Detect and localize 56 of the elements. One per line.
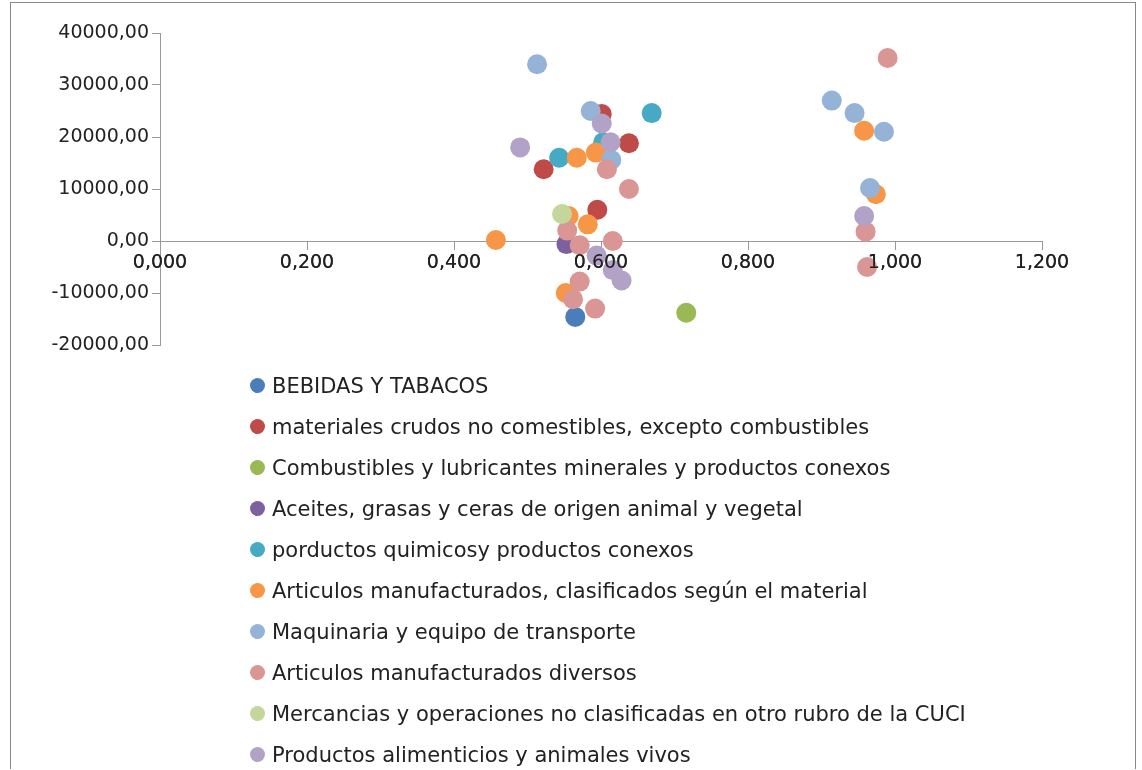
point (485, 229, 506, 250)
y-tick-label: 30000,00 (58, 71, 149, 94)
point (641, 103, 662, 124)
point (527, 54, 548, 75)
x-tick-label: 0,000 (132, 250, 188, 273)
legend-label: Articulos manufacturados diversos (272, 660, 637, 685)
point (821, 90, 842, 111)
point (533, 159, 554, 180)
point (618, 179, 639, 199)
point (552, 203, 573, 224)
y-tick-label: 10000,00 (58, 175, 149, 198)
point (565, 306, 586, 327)
point (557, 220, 578, 241)
point (569, 271, 590, 292)
x-tick-label: 1,200 (1014, 250, 1070, 273)
point (602, 231, 623, 251)
y-tick-label: 20000,00 (58, 123, 149, 146)
point (676, 302, 697, 323)
x-tick-label: 0,600 (573, 250, 629, 273)
legend-label: Aceites, grasas y ceras de origen animal y vegetal (272, 496, 803, 521)
y-tick-label: 40000,00 (58, 19, 149, 42)
y-tick-label: -10000,00 (51, 279, 149, 302)
legend-label: porductos quimicosy productos conexos (272, 537, 694, 562)
point (549, 147, 570, 168)
x-tick-label: 0,400 (426, 250, 482, 273)
point (854, 120, 875, 141)
legend-label: BEBIDAS Y TABACOS (272, 373, 489, 398)
legend-label: materiales crudos no comestibles, excepto combustibles (272, 414, 870, 439)
point (510, 137, 531, 158)
point (877, 47, 898, 68)
x-tick-label: 0,800 (720, 250, 776, 273)
x-tick-label: 0,200 (279, 250, 335, 273)
point (585, 298, 606, 319)
y-tick-label: 0,00 (106, 227, 149, 250)
y-tick-label: -20000,00 (51, 331, 149, 354)
legend-label: Maquinaria y equipo de transporte (272, 619, 636, 644)
x-tick-label: 1,000 (867, 250, 923, 273)
point (587, 199, 608, 220)
point (591, 113, 612, 134)
point (860, 177, 881, 198)
point (844, 103, 865, 124)
legend-label: Articulos manufacturados, clasificados según el material (272, 578, 868, 603)
legend-label: Combustibles y lubricantes minerales y productos conexos (272, 455, 891, 480)
point (611, 270, 632, 291)
point (873, 121, 894, 142)
legend-label: Productos alimenticios y animales vivos (272, 742, 691, 767)
point (596, 159, 617, 180)
legend-label: Mercancias y operaciones no clasificadas en otro rubro de la CUCI (272, 701, 966, 726)
point (566, 147, 587, 168)
point (618, 133, 639, 154)
point (600, 132, 621, 153)
point (854, 206, 875, 227)
point (577, 214, 598, 235)
point (580, 101, 601, 121)
point (563, 289, 584, 310)
point (569, 235, 590, 256)
